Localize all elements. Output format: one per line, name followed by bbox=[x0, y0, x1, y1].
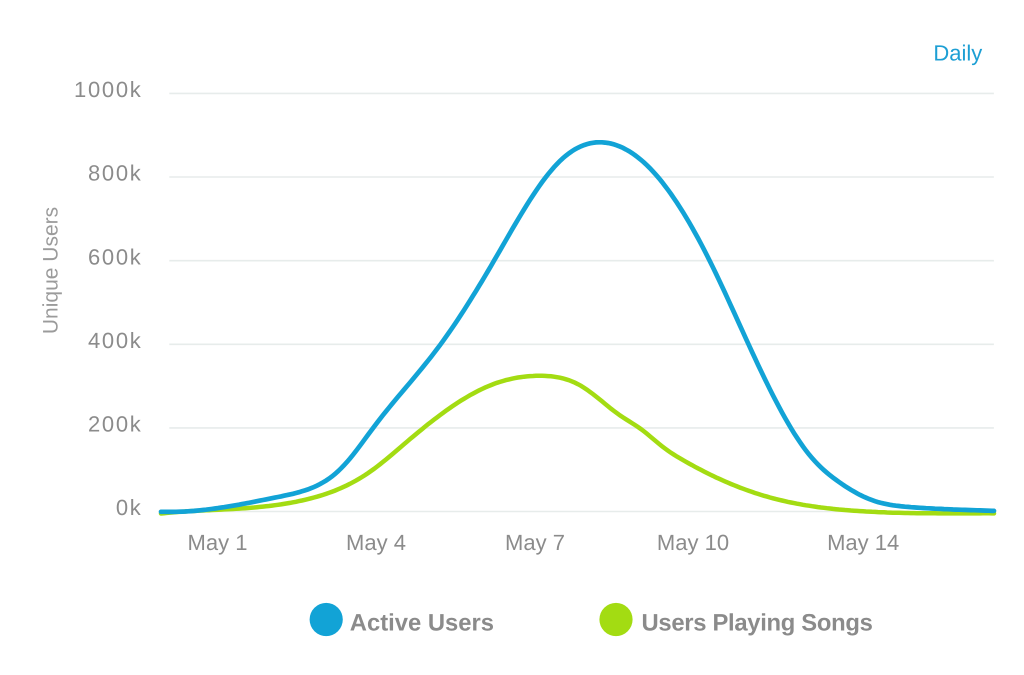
svg-text:May 1: May 1 bbox=[188, 530, 248, 555]
svg-text:Active Users: Active Users bbox=[350, 609, 494, 636]
svg-text:May 14: May 14 bbox=[827, 530, 899, 555]
svg-text:800k: 800k bbox=[88, 161, 143, 186]
svg-text:Users Playing Songs: Users Playing Songs bbox=[642, 609, 873, 636]
svg-text:1000k: 1000k bbox=[74, 77, 142, 102]
svg-text:200k: 200k bbox=[88, 412, 143, 437]
svg-text:400k: 400k bbox=[88, 328, 143, 353]
svg-text:May 10: May 10 bbox=[657, 530, 729, 555]
svg-text:Unique Users: Unique Users bbox=[40, 207, 63, 334]
svg-text:May 4: May 4 bbox=[346, 530, 406, 555]
svg-text:0k: 0k bbox=[116, 495, 143, 520]
svg-text:600k: 600k bbox=[88, 244, 143, 269]
svg-text:May 7: May 7 bbox=[505, 530, 565, 555]
svg-text:Daily: Daily bbox=[933, 40, 982, 65]
